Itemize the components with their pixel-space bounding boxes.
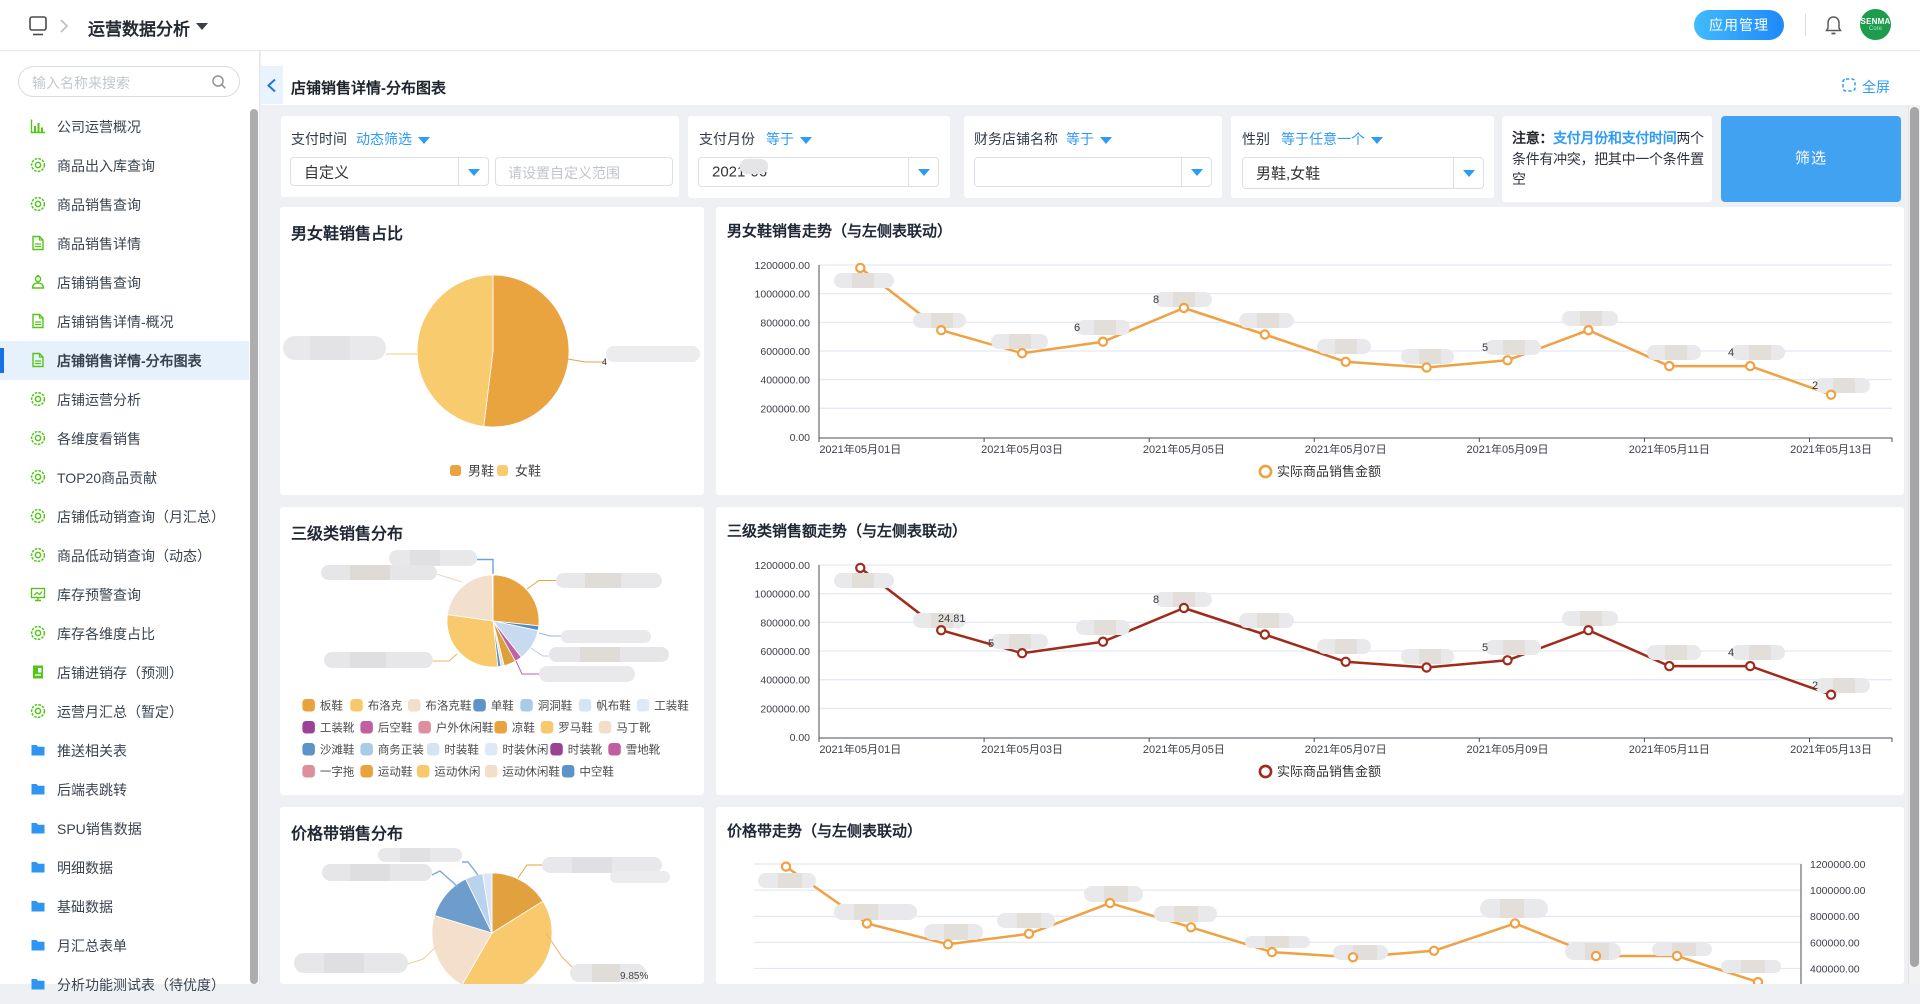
svg-text:2021年05月05日: 2021年05月05日 bbox=[1143, 442, 1225, 456]
svg-text:2021年05月09日: 2021年05月09日 bbox=[1467, 742, 1549, 756]
svg-text:2021年05月09日: 2021年05月09日 bbox=[1467, 442, 1549, 456]
svg-text:时装鞋: 时装鞋 bbox=[444, 743, 479, 757]
svg-text:实际商品销售金额: 实际商品销售金额 bbox=[1277, 464, 1381, 479]
svg-text:800000.00: 800000.00 bbox=[1810, 911, 1860, 923]
svg-text:运动鞋: 运动鞋 bbox=[378, 765, 413, 779]
svg-text:5: 5 bbox=[1482, 342, 1488, 354]
svg-text:时装靴: 时装靴 bbox=[568, 743, 603, 757]
svg-text:400000.00: 400000.00 bbox=[760, 375, 810, 387]
svg-text:5: 5 bbox=[988, 638, 994, 650]
svg-text:工装靴: 工装靴 bbox=[320, 721, 355, 735]
svg-text:运动休闲鞋: 运动休闲鞋 bbox=[502, 765, 560, 779]
svg-text:罗马鞋: 罗马鞋 bbox=[558, 721, 593, 735]
svg-text:1000000.00: 1000000.00 bbox=[755, 589, 811, 601]
svg-text:板鞋: 板鞋 bbox=[320, 699, 343, 713]
svg-text:600000.00: 600000.00 bbox=[1810, 937, 1860, 949]
svg-text:4: 4 bbox=[1728, 647, 1734, 659]
svg-text:男鞋: 男鞋 bbox=[468, 464, 494, 479]
svg-text:1200000.00: 1200000.00 bbox=[755, 560, 811, 572]
svg-text:600000.00: 600000.00 bbox=[760, 346, 810, 358]
svg-text:实际商品销售金额: 实际商品销售金额 bbox=[1277, 764, 1381, 779]
svg-text:2021年05月01日: 2021年05月01日 bbox=[819, 742, 901, 756]
svg-text:5: 5 bbox=[1482, 642, 1488, 654]
svg-text:1000000.00: 1000000.00 bbox=[1810, 885, 1866, 897]
svg-text:1200000.00: 1200000.00 bbox=[1810, 859, 1866, 871]
svg-text:女鞋: 女鞋 bbox=[515, 464, 541, 479]
svg-text:200000.00: 200000.00 bbox=[760, 703, 810, 715]
svg-text:2021年05月05日: 2021年05月05日 bbox=[1143, 742, 1225, 756]
svg-text:帆布鞋: 帆布鞋 bbox=[596, 699, 631, 713]
svg-text:2021年05月03日: 2021年05月03日 bbox=[981, 742, 1063, 756]
svg-text:400000.00: 400000.00 bbox=[1810, 963, 1860, 975]
svg-text:1000000.00: 1000000.00 bbox=[755, 289, 811, 301]
svg-text:马丁靴: 马丁靴 bbox=[616, 721, 651, 735]
svg-text:800000.00: 800000.00 bbox=[760, 317, 810, 329]
svg-text:800000.00: 800000.00 bbox=[760, 617, 810, 629]
svg-text:2: 2 bbox=[1812, 380, 1818, 392]
svg-text:400000.00: 400000.00 bbox=[760, 675, 810, 687]
svg-text:布洛克: 布洛克 bbox=[368, 699, 403, 713]
svg-text:2021年05月13日: 2021年05月13日 bbox=[1790, 742, 1872, 756]
svg-text:2021年05月13日: 2021年05月13日 bbox=[1790, 442, 1872, 456]
svg-text:户外休闲鞋: 户外休闲鞋 bbox=[436, 721, 494, 735]
svg-text:2021年05月01日: 2021年05月01日 bbox=[819, 442, 901, 456]
svg-text:8: 8 bbox=[1153, 594, 1159, 606]
svg-text:8: 8 bbox=[1153, 294, 1159, 306]
svg-text:2021年05月03日: 2021年05月03日 bbox=[981, 442, 1063, 456]
svg-text:一字拖: 一字拖 bbox=[320, 765, 355, 779]
svg-text:沙滩鞋: 沙滩鞋 bbox=[320, 743, 355, 757]
svg-text:时装休闲: 时装休闲 bbox=[502, 743, 548, 757]
svg-text:9.85%: 9.85% bbox=[620, 971, 648, 982]
svg-text:2021年05月07日: 2021年05月07日 bbox=[1305, 442, 1387, 456]
svg-text:凉鞋: 凉鞋 bbox=[512, 721, 535, 735]
svg-text:4: 4 bbox=[1728, 347, 1734, 359]
svg-text:运动休闲: 运动休闲 bbox=[434, 765, 480, 779]
svg-text:200000.00: 200000.00 bbox=[760, 403, 810, 415]
svg-text:1200000.00: 1200000.00 bbox=[755, 260, 811, 272]
svg-text:2021年05月11日: 2021年05月11日 bbox=[1629, 742, 1710, 756]
svg-text:0.00: 0.00 bbox=[790, 432, 811, 444]
svg-text:2: 2 bbox=[1812, 680, 1818, 692]
svg-text:2021年05月07日: 2021年05月07日 bbox=[1305, 742, 1387, 756]
svg-text:布洛克鞋: 布洛克鞋 bbox=[425, 699, 471, 713]
svg-text:600000.00: 600000.00 bbox=[760, 646, 810, 658]
svg-text:后空鞋: 后空鞋 bbox=[378, 721, 413, 735]
svg-text:6: 6 bbox=[1074, 322, 1080, 334]
svg-text:商务正装: 商务正装 bbox=[378, 743, 424, 757]
svg-text:中空鞋: 中空鞋 bbox=[579, 765, 614, 779]
svg-text:工装鞋: 工装鞋 bbox=[654, 699, 689, 713]
svg-text:洞洞鞋: 洞洞鞋 bbox=[538, 699, 573, 713]
svg-text:单鞋: 单鞋 bbox=[491, 699, 514, 713]
svg-text:雪地靴: 雪地靴 bbox=[626, 743, 661, 757]
svg-text:2021年05月11日: 2021年05月11日 bbox=[1629, 442, 1710, 456]
svg-text:4: 4 bbox=[602, 357, 607, 367]
svg-text:24.81: 24.81 bbox=[938, 613, 966, 625]
svg-text:0.00: 0.00 bbox=[790, 732, 811, 744]
